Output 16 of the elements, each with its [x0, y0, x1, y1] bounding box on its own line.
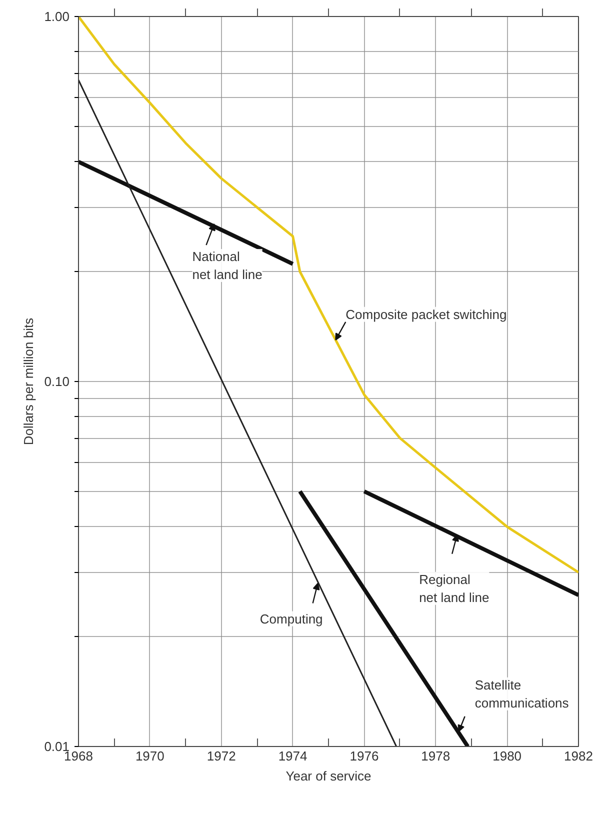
- annotation: Composite packet switching: [346, 306, 507, 322]
- y-axis-title: Dollars per million bits: [21, 317, 36, 446]
- y-tick-label: 1.00: [44, 9, 70, 24]
- annotation: Computing: [260, 611, 323, 626]
- x-tick-label: 1976: [350, 748, 379, 764]
- x-tick-label: 1972: [206, 748, 236, 764]
- x-tick-label: 1974: [278, 748, 308, 764]
- x-tick-label: 1978: [421, 748, 450, 764]
- x-tick-label: 1970: [135, 748, 164, 764]
- x-tick-label: 1982: [564, 748, 593, 764]
- x-axis-title: Year of service: [286, 768, 372, 784]
- x-tick-label: 1980: [492, 748, 522, 764]
- annotation: Regional net land line: [419, 572, 490, 605]
- y-tick-label: 0.10: [44, 374, 70, 389]
- annotation: National net land line: [192, 249, 262, 282]
- annotation: Satellite communications: [474, 677, 570, 710]
